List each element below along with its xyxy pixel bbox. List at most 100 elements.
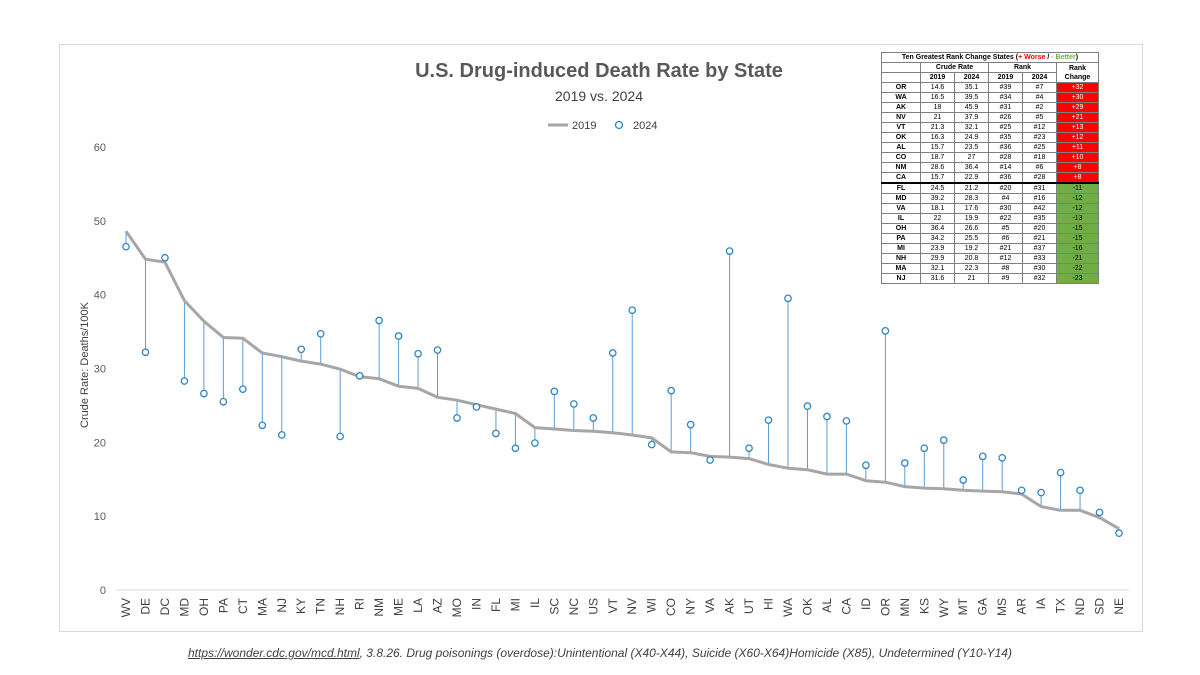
rank-table-crude-2019-value: 18.7 [920, 152, 955, 163]
rank-table-rank-2019-value: #39 [988, 82, 1023, 93]
chart-svg: U.S. Drug-induced Death Rate by State 20… [79, 60, 1129, 617]
rank-table-crude-2024-value: 23.5 [954, 142, 989, 153]
point-2024-dc [161, 253, 169, 262]
rank-table-crude-2019-value: 36.4 [920, 223, 955, 234]
point-2024-ga [978, 452, 987, 461]
rank-table-rank-2019-value: #36 [988, 172, 1023, 184]
y-tick-label: 0 [100, 585, 106, 597]
series-2024-markers [122, 242, 1123, 537]
y-axis-label: Crude Rate: Deaths/100K [79, 301, 91, 428]
source-link[interactable]: https://wonder.cdc.gov/mcd.html [188, 646, 360, 660]
rank-table-state: OR [881, 82, 921, 93]
rank-table-title: Ten Greatest Rank Change States (+ Worse… [881, 52, 1099, 63]
x-axis-ticks: WV DE DC MD OH PA CT MA NJ KY TN NH RI NM ME LA AZ MO IN FL… [119, 597, 1126, 617]
point-2024-nv [628, 306, 637, 315]
point-2024-de [141, 348, 150, 357]
rank-table-rank-2019-value: #5 [988, 223, 1023, 234]
point-2024-sd [1095, 508, 1104, 517]
rank-table-rank-2024-value: #42 [1022, 203, 1057, 214]
x-tick-ky: KY [294, 598, 308, 614]
x-tick-la: LA [411, 598, 425, 613]
rank-table-rank-2024-value: #28 [1022, 172, 1057, 184]
x-tick-hi: HI [762, 598, 776, 610]
rank-table-title-worse: + Worse [1018, 54, 1046, 61]
rank-table-rank-2019-value: #12 [988, 253, 1023, 264]
point-2024-wi [647, 440, 656, 449]
rank-table-change-value: -11 [1056, 182, 1099, 194]
rank-table-rank-2019-value: #28 [988, 152, 1023, 163]
rank-table-crude-2024-value: 19.2 [954, 243, 989, 254]
rank-table-crude-2019-value: 15.7 [920, 172, 955, 184]
rank-table-change-value: +30 [1056, 92, 1099, 103]
rank-table-rank-2019-value: #9 [988, 273, 1023, 284]
rank-table-crude-2024-value: 28.3 [954, 193, 989, 204]
x-tick-va: VA [703, 598, 717, 613]
y-tick-label: 50 [94, 216, 106, 228]
point-2024-mn [900, 459, 909, 467]
table-row: NV 21 37.9 #26 #5 +21 [881, 112, 1099, 123]
rank-table-rank-2024-value: #23 [1022, 132, 1057, 143]
rank-table-rank-2024-value: #2 [1022, 102, 1057, 113]
rank-table-crude-2024-value: 22.3 [954, 263, 989, 274]
rank-table-crude-2024-value: 17.6 [954, 203, 989, 214]
table-row: MI 23.9 19.2 #21 #37 -16 [881, 243, 1099, 254]
rank-table-rank-2024-value: #21 [1022, 233, 1057, 244]
rank-table-change-value: +12 [1056, 132, 1099, 143]
point-2024-md [180, 377, 189, 385]
x-tick-us: US [586, 598, 600, 615]
point-2024-nc [569, 400, 578, 408]
table-row: IL 22 19.9 #22 #35 -13 [881, 213, 1099, 224]
rank-table-state: AK [881, 102, 921, 113]
point-2024-tn [316, 329, 325, 338]
rank-table-rank-2024-value: #31 [1022, 182, 1057, 194]
rank-table-rank-2019-value: #35 [988, 132, 1023, 143]
point-2024-ma [258, 421, 267, 430]
rank-table-change-value: +13 [1056, 122, 1099, 133]
point-2024-sc [550, 387, 559, 396]
point-2024-ms [998, 453, 1007, 462]
table-row: NM 28.6 36.4 #14 #6 +8 [881, 162, 1099, 173]
rank-table-rank-2024-value: #30 [1022, 263, 1057, 274]
point-2024-co [667, 386, 676, 395]
x-tick-ny: NY [684, 598, 698, 615]
rank-table-change-value: +32 [1056, 82, 1099, 93]
x-tick-ne: NE [1112, 598, 1126, 615]
rank-table-rank-2024-value: #18 [1022, 152, 1057, 163]
x-tick-nv: NV [625, 598, 639, 615]
table-row: WA 16.5 39.5 #34 #4 +30 [881, 92, 1099, 103]
point-2024-pa [219, 397, 228, 406]
x-tick-id: ID [859, 598, 873, 610]
point-2024-nh [336, 432, 345, 441]
point-2024-az [433, 346, 442, 354]
rank-table-state: VT [881, 122, 921, 133]
rank-table-rank-2024-value: #33 [1022, 253, 1057, 264]
x-tick-tx: TX [1054, 598, 1068, 613]
series-2019-line [124, 230, 1120, 531]
x-tick-nc: NC [567, 598, 581, 616]
rank-table-crude-2019-value: 22 [920, 213, 955, 224]
rank-table-crude-2024-value: 21 [954, 273, 989, 284]
rank-table-state: CO [881, 152, 921, 163]
point-2024-ri [355, 372, 364, 380]
rank-table-state: FL [881, 182, 921, 194]
y-tick-label: 60 [94, 142, 106, 154]
point-2024-us [589, 414, 598, 422]
table-row: NJ 31.6 21 #9 #32 -23 [881, 273, 1099, 284]
x-tick-md: MD [177, 598, 191, 617]
rank-table-corner-2 [881, 72, 921, 83]
rank-table-state: MA [881, 263, 921, 274]
rank-table-crude-header: Crude Rate [920, 62, 989, 73]
point-2024-ne [1115, 529, 1123, 537]
y-tick-label: 10 [94, 511, 106, 523]
rank-table-body: OR 14.6 35.1 #39 #7 +32 WA 16.5 39.5 #34 #4 +30 AK 18… [881, 82, 1099, 284]
x-tick-wa: WA [781, 598, 795, 617]
rank-table-state: NH [881, 253, 921, 264]
y-tick-label: 40 [94, 290, 106, 302]
rank-table-change-value: +10 [1056, 152, 1099, 163]
x-tick-al: AL [820, 598, 834, 613]
rank-table-change-value: +8 [1056, 162, 1099, 173]
point-2024-ia [1037, 488, 1045, 497]
x-tick-sc: SC [547, 598, 561, 615]
y-tick-label: 20 [94, 437, 106, 449]
x-tick-mi: MI [508, 598, 522, 611]
